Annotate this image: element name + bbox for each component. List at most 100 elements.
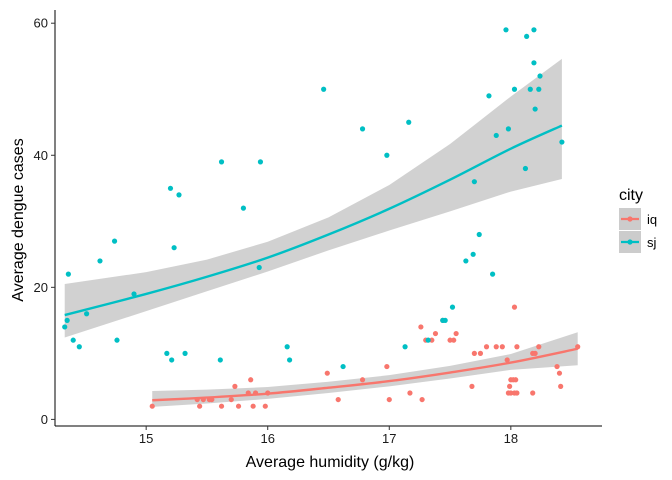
data-point-sj <box>64 317 70 323</box>
ci-ribbon-sj <box>64 58 562 338</box>
data-point-sj <box>240 205 247 211</box>
x-tick-label: 15 <box>139 431 153 446</box>
data-point-sj <box>321 86 327 92</box>
data-point-iq <box>324 370 330 376</box>
data-points <box>62 27 581 409</box>
legend-item-sj: sj <box>619 231 657 253</box>
data-point-iq <box>507 383 513 389</box>
data-point-iq <box>232 383 238 389</box>
data-point-sj <box>536 86 542 92</box>
data-point-iq <box>511 304 518 310</box>
data-point-iq <box>483 344 490 350</box>
data-point-sj <box>532 106 538 112</box>
data-point-iq <box>532 350 538 356</box>
data-point-iq <box>556 370 563 376</box>
data-point-iq <box>262 403 268 409</box>
data-point-sj <box>511 86 518 92</box>
data-point-sj <box>340 363 346 370</box>
data-point-sj <box>97 258 103 264</box>
data-point-sj <box>522 165 529 172</box>
data-point-iq <box>429 337 435 343</box>
y-axis-ticks: 0 20 40 60 <box>34 16 55 427</box>
ci-ribbon-iq <box>152 332 578 407</box>
y-tick-label: 40 <box>34 148 48 163</box>
data-point-iq <box>235 403 242 409</box>
fit-lines <box>64 124 578 402</box>
data-point-sj <box>471 179 477 185</box>
x-tick-label: 16 <box>260 431 274 446</box>
data-point-sj <box>493 132 499 139</box>
data-point-iq <box>514 344 520 350</box>
legend-item-iq: iq <box>619 208 657 230</box>
data-point-sj <box>425 337 431 343</box>
data-point-iq <box>554 363 560 370</box>
x-axis-title: Average humidity (g/kg) <box>246 454 415 471</box>
data-point-sj <box>476 231 482 238</box>
data-point-sj <box>62 324 68 330</box>
data-point-sj <box>84 311 90 317</box>
data-point-iq <box>335 396 341 403</box>
data-point-iq <box>419 396 425 403</box>
y-tick-label: 20 <box>34 280 48 295</box>
data-point-sj <box>287 357 293 363</box>
legend-title: city <box>619 187 643 204</box>
data-point-iq <box>508 390 514 396</box>
confidence-ribbons <box>64 58 578 407</box>
data-point-sj <box>359 126 366 132</box>
data-point-sj <box>217 357 223 363</box>
data-point-sj <box>537 73 543 79</box>
data-point-sj <box>171 245 177 251</box>
data-point-iq <box>384 363 390 370</box>
data-point-iq <box>218 403 225 409</box>
data-point-sj <box>164 350 170 356</box>
data-point-iq <box>386 396 392 403</box>
x-axis-ticks: 15 16 17 18 <box>139 426 518 446</box>
fit-line-sj <box>64 124 563 317</box>
data-point-sj <box>182 350 188 356</box>
data-point-sj <box>176 192 182 198</box>
data-point-iq <box>432 330 439 337</box>
data-point-sj <box>470 251 476 257</box>
axes: 15 16 17 18 0 20 40 60 <box>34 10 602 446</box>
data-point-iq <box>248 377 254 383</box>
data-point-iq <box>453 330 459 337</box>
data-point-sj <box>111 238 118 244</box>
data-point-iq <box>477 350 484 356</box>
data-point-sj <box>524 33 530 40</box>
data-point-sj <box>442 317 448 323</box>
data-point-sj <box>65 271 71 277</box>
legend: city iq sj <box>619 187 657 253</box>
data-point-sj <box>384 152 390 158</box>
data-point-sj <box>131 291 137 297</box>
data-point-iq <box>418 324 424 330</box>
data-point-iq <box>536 344 542 350</box>
data-point-sj <box>167 185 174 191</box>
data-point-iq <box>451 337 457 343</box>
data-point-sj <box>257 159 264 165</box>
data-point-iq <box>499 344 505 350</box>
data-point-iq <box>471 350 477 356</box>
data-point-sj <box>531 60 537 66</box>
data-point-sj <box>527 86 533 92</box>
data-point-sj <box>70 337 76 343</box>
data-point-sj <box>169 357 175 363</box>
y-tick-label: 0 <box>41 412 48 427</box>
data-point-sj <box>449 304 456 310</box>
data-point-iq <box>250 403 256 409</box>
data-point-sj <box>76 344 82 350</box>
data-point-sj <box>402 344 408 350</box>
data-point-sj <box>406 119 412 125</box>
data-point-iq <box>469 383 475 389</box>
data-point-iq <box>530 390 536 396</box>
data-point-iq <box>514 390 520 396</box>
x-tick-label: 18 <box>504 431 518 446</box>
legend-label-iq: iq <box>647 212 657 227</box>
data-point-iq <box>359 377 366 383</box>
data-point-sj <box>503 27 509 33</box>
legend-key-point <box>627 216 633 222</box>
fit-line-iq <box>152 347 578 402</box>
data-point-iq <box>197 403 203 409</box>
data-point-iq <box>228 396 234 403</box>
data-point-iq <box>149 403 155 409</box>
